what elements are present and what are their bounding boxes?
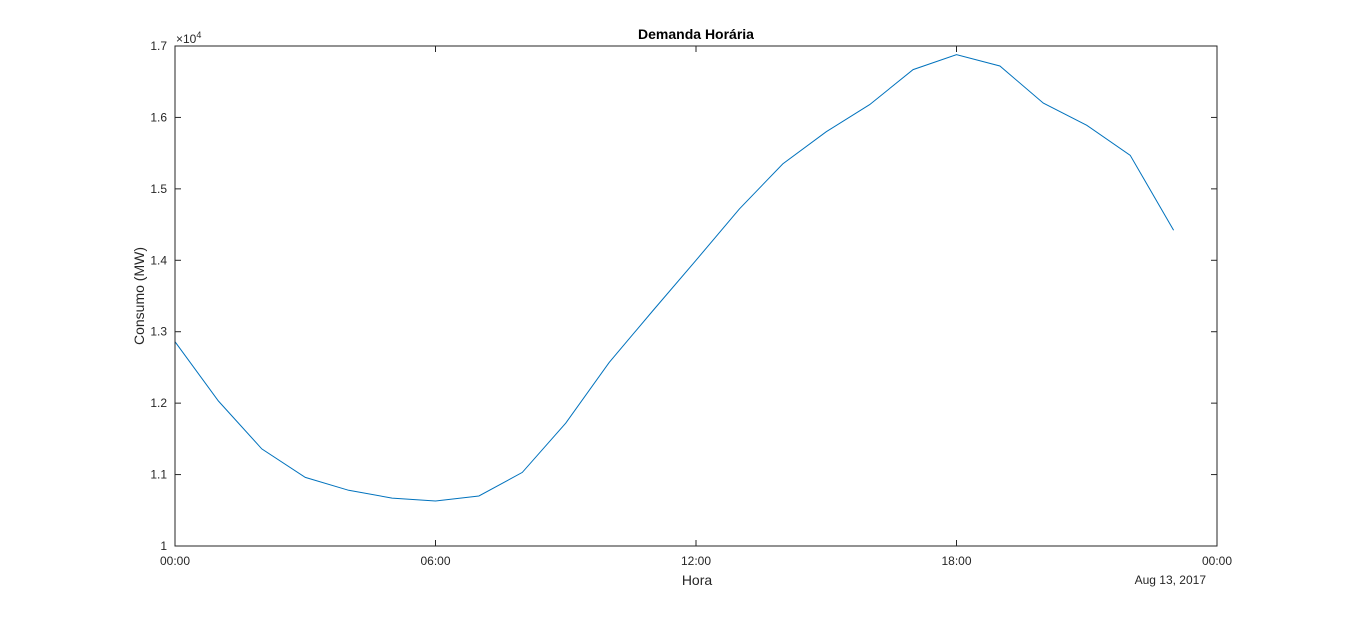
x-axis: 00:00 06:00 12:00 18:00 00:00 [160, 46, 1232, 568]
y-tick-label: 1.4 [150, 253, 167, 267]
plot-background [175, 46, 1217, 546]
y-tick-label: 1 [160, 539, 167, 553]
chart-title: Demanda Horária [638, 26, 754, 42]
y-tick-label: 1.7 [150, 39, 167, 53]
plot-frame [174, 45, 1218, 547]
date-label: Aug 13, 2017 [1135, 573, 1207, 587]
y-tick-label: 1.3 [150, 325, 167, 339]
y-axis: 1 1.1 1.2 1.3 1.4 1.5 1.6 1.7 [150, 39, 1217, 553]
x-tick-label: 18:00 [941, 554, 971, 568]
exponent-base: ×10 [176, 32, 197, 46]
y-axis-label: Consumo (MW) [131, 247, 147, 345]
x-axis-label: Hora [682, 572, 713, 588]
y-tick-label: 1.1 [150, 468, 167, 482]
x-tick-label: 06:00 [420, 554, 450, 568]
x-tick-label: 00:00 [1202, 554, 1232, 568]
exponent-label: ×104 [176, 30, 201, 46]
exponent-power: 4 [196, 30, 201, 40]
y-tick-label: 1.6 [150, 110, 167, 124]
series-line [174, 54, 1175, 502]
y-tick-label: 1.2 [150, 396, 167, 410]
x-tick-label: 00:00 [160, 554, 190, 568]
x-tick-label: 12:00 [681, 554, 711, 568]
y-tick-label: 1.5 [150, 182, 167, 196]
